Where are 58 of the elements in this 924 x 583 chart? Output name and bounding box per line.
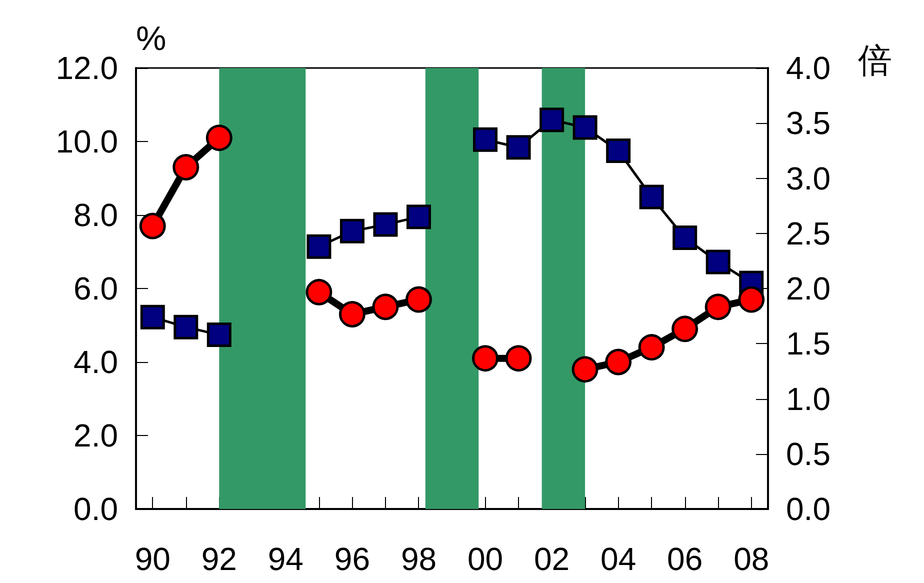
- point: [406, 286, 432, 313]
- x-tick-label: 02: [534, 541, 570, 577]
- point: [704, 294, 732, 320]
- x-tick-label: 04: [600, 541, 636, 577]
- point: [338, 300, 366, 328]
- x-tick-label: 00: [467, 541, 504, 577]
- y-axis-title: %: [136, 20, 166, 58]
- point: [373, 212, 398, 237]
- point: [340, 218, 364, 244]
- point: [174, 314, 198, 340]
- y2-tick-label: 4.0: [786, 50, 830, 86]
- point: [139, 212, 166, 240]
- y-tick-label: 10.0: [56, 124, 118, 160]
- x-tick-label: 94: [268, 541, 304, 577]
- point: [506, 135, 531, 160]
- point: [606, 138, 631, 163]
- y-tick-label: 8.0: [74, 197, 118, 233]
- x-tick-label: 98: [400, 541, 437, 577]
- x-tick-label: 08: [734, 541, 770, 577]
- point: [639, 184, 664, 210]
- point: [638, 334, 665, 361]
- y2-tick-label: 1.5: [786, 326, 830, 362]
- point: [672, 226, 698, 250]
- point: [306, 278, 332, 306]
- point: [505, 345, 532, 372]
- x-tick-label: 06: [667, 541, 703, 577]
- point: [472, 345, 499, 372]
- y2-tick-label: 2.5: [786, 215, 830, 252]
- x-tick-label: 90: [134, 541, 170, 577]
- point: [206, 322, 232, 348]
- point: [306, 234, 332, 259]
- y2-tick-label: 3.0: [786, 160, 830, 196]
- x-tick-label: 96: [334, 541, 370, 577]
- point: [738, 286, 765, 313]
- point: [572, 115, 598, 140]
- y2-tick-label: 1.0: [786, 380, 830, 417]
- y2-tick-label: 2.0: [786, 270, 830, 306]
- point: [140, 304, 165, 330]
- y2-axis-title: 倍: [858, 42, 892, 80]
- y-tick-label: 2.0: [74, 418, 118, 454]
- x-tick-label: 92: [201, 541, 237, 577]
- point: [540, 108, 564, 132]
- point: [372, 294, 399, 320]
- point: [672, 316, 698, 342]
- point: [406, 204, 431, 230]
- y-tick-label: 4.0: [74, 344, 118, 380]
- y-tick-label: 12.0: [56, 50, 118, 86]
- y2-tick-label: 0.5: [786, 436, 830, 472]
- y2-tick-label: 3.5: [786, 105, 830, 142]
- point: [706, 250, 730, 274]
- y2-tick-label: 0.0: [786, 491, 830, 527]
- point: [206, 124, 232, 152]
- y-tick-label: 0.0: [74, 491, 118, 527]
- y-tick-label: 6.0: [74, 270, 118, 306]
- point: [473, 127, 498, 152]
- point: [605, 348, 632, 376]
- point: [572, 356, 598, 383]
- point: [172, 154, 200, 180]
